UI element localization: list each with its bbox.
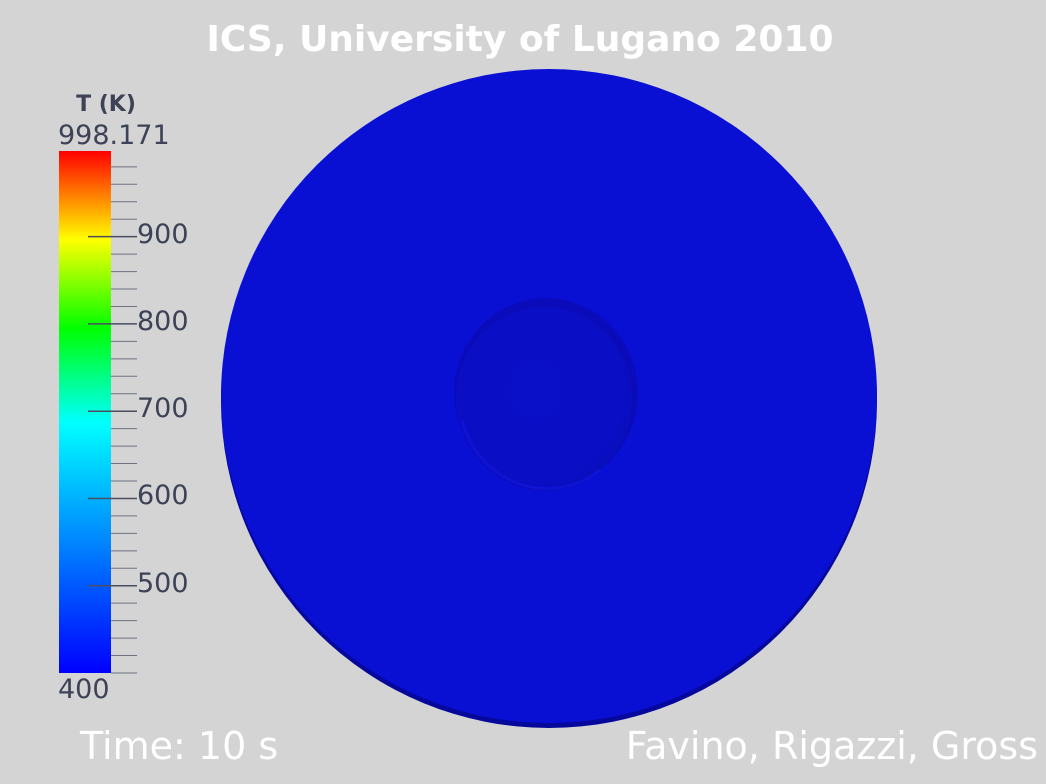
disk-center-highlight <box>460 419 601 490</box>
colorbar-tick-label: 900 <box>137 218 189 250</box>
time-value: 10 s <box>197 724 279 768</box>
colorbar <box>59 151 137 674</box>
disk-center-recess <box>456 307 632 491</box>
colorbar-major-ticks <box>88 235 137 587</box>
colorbar-min-label: 400 <box>58 674 110 705</box>
page-title: ICS, University of Lugano 2010 <box>0 14 1046 66</box>
colorbar-tick-label: 800 <box>137 305 189 337</box>
colorbar-max-label: 998.171 <box>58 120 170 151</box>
credits-text: Favino, Rigazzi, Gross <box>625 724 1038 768</box>
colorbar-gradient <box>59 151 111 673</box>
colorbar-tick-label: 700 <box>137 393 189 425</box>
colorbar-minor-ticks <box>111 166 137 674</box>
colorbar-tick-label: 600 <box>137 480 189 512</box>
colorbar-title: T (K) <box>76 92 136 117</box>
time-annotation: Time: 10 s <box>80 724 278 768</box>
colorbar-tick-label: 500 <box>137 567 189 599</box>
title-text: ICS, University of Lugano 2010 <box>206 19 834 60</box>
time-label: Time: <box>80 724 186 768</box>
